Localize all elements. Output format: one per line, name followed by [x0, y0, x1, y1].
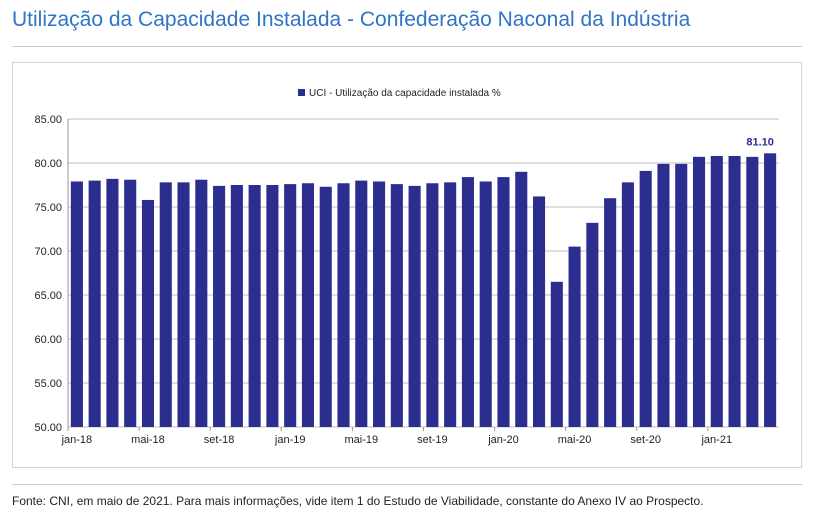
bar-fev-19 — [301, 183, 315, 427]
bar-jan-21 — [710, 155, 723, 427]
legend-label: UCI - Utilização da capacidade instalada… — [309, 88, 501, 99]
bar-jun-20 — [586, 222, 599, 427]
bar-jan-18 — [70, 181, 83, 427]
bar-abr-20 — [550, 281, 563, 427]
bar-ago-20 — [621, 182, 634, 427]
bar-mar-21 — [746, 156, 759, 427]
bar-jul-19 — [390, 184, 403, 427]
bars — [70, 153, 777, 428]
bar-abr-19 — [337, 183, 350, 427]
bar-fev-21 — [728, 155, 741, 427]
footer-divider — [12, 484, 802, 485]
y-tick-label: 75.00 — [34, 202, 62, 214]
bar-nov-18 — [248, 185, 261, 427]
page-title: Utilização da Capacidade Instalada - Con… — [12, 8, 691, 31]
grid-lines — [67, 118, 779, 428]
legend-swatch — [298, 89, 305, 96]
bar-dez-20 — [692, 156, 706, 427]
x-tick-label: jan-19 — [274, 434, 306, 446]
bar-set-20 — [639, 170, 652, 428]
y-tick-label: 80.00 — [34, 158, 62, 170]
bar-fev-20 — [515, 171, 528, 427]
y-tick-label: 70.00 — [34, 246, 62, 258]
last-value-annotation: 81.10 — [746, 136, 774, 148]
x-tick-label: jan-20 — [487, 434, 519, 446]
y-tick-label: 55.00 — [34, 378, 62, 390]
bar-mar-18 — [106, 178, 119, 427]
bar-mai-20 — [568, 246, 581, 427]
bar-out-20 — [657, 163, 670, 427]
bar-dez-19 — [479, 181, 492, 427]
x-tick-label: mai-18 — [131, 434, 165, 446]
bar-jan-20 — [497, 177, 510, 427]
x-tick-label: set-19 — [417, 434, 448, 446]
y-tick-label: 65.00 — [34, 290, 62, 302]
chart-panel: 50.00 55.00 60.00 65.00 70.00 75.00 80.00 85.00… — [12, 62, 802, 468]
x-axis-ticks: jan-18 mai-18 set-18 jan-19 mai-19 set-19 jan-… — [61, 427, 732, 446]
bar-out-19 — [444, 182, 457, 427]
bar-set-19 — [426, 183, 439, 427]
bar-jun-19 — [373, 181, 386, 427]
y-tick-label: 60.00 — [34, 334, 62, 346]
bar-mar-19 — [319, 186, 332, 427]
x-tick-label: set-20 — [630, 434, 661, 446]
bar-mai-18 — [141, 199, 155, 427]
bar-jul-18 — [177, 182, 190, 427]
legend: UCI - Utilização da capacidade instalada… — [298, 88, 501, 99]
bar-mar-20 — [532, 196, 546, 427]
bar-dez-18 — [266, 185, 279, 427]
y-tick-label: 50.00 — [34, 422, 62, 434]
bar-ago-18 — [195, 179, 208, 427]
bar-jun-18 — [159, 182, 172, 427]
bar-mai-19 — [355, 180, 368, 427]
x-tick-label: mai-20 — [558, 434, 592, 446]
bar-out-18 — [230, 185, 243, 427]
x-tick-label: jan-21 — [700, 434, 732, 446]
bar-fev-18 — [88, 180, 101, 427]
y-axis-ticks: 50.00 55.00 60.00 65.00 70.00 75.00 80.00 85.00 — [34, 114, 62, 434]
bar-abr-18 — [124, 179, 137, 427]
bar-nov-19 — [461, 177, 474, 427]
x-tick-label: mai-19 — [344, 434, 378, 446]
x-tick-label: jan-18 — [61, 434, 93, 446]
bar-nov-20 — [675, 163, 688, 427]
x-tick-label: set-18 — [204, 434, 235, 446]
bar-jul-20 — [604, 198, 617, 427]
title-divider — [12, 46, 802, 47]
bar-chart: 50.00 55.00 60.00 65.00 70.00 75.00 80.00 85.00… — [34, 88, 779, 446]
source-note: Fonte: CNI, em maio de 2021. Para mais i… — [12, 494, 704, 508]
bar-jan-19 — [284, 184, 297, 427]
bar-abr-21 — [764, 153, 777, 427]
y-tick-label: 85.00 — [34, 114, 62, 126]
bar-ago-19 — [408, 185, 421, 427]
bar-set-18 — [213, 185, 226, 427]
